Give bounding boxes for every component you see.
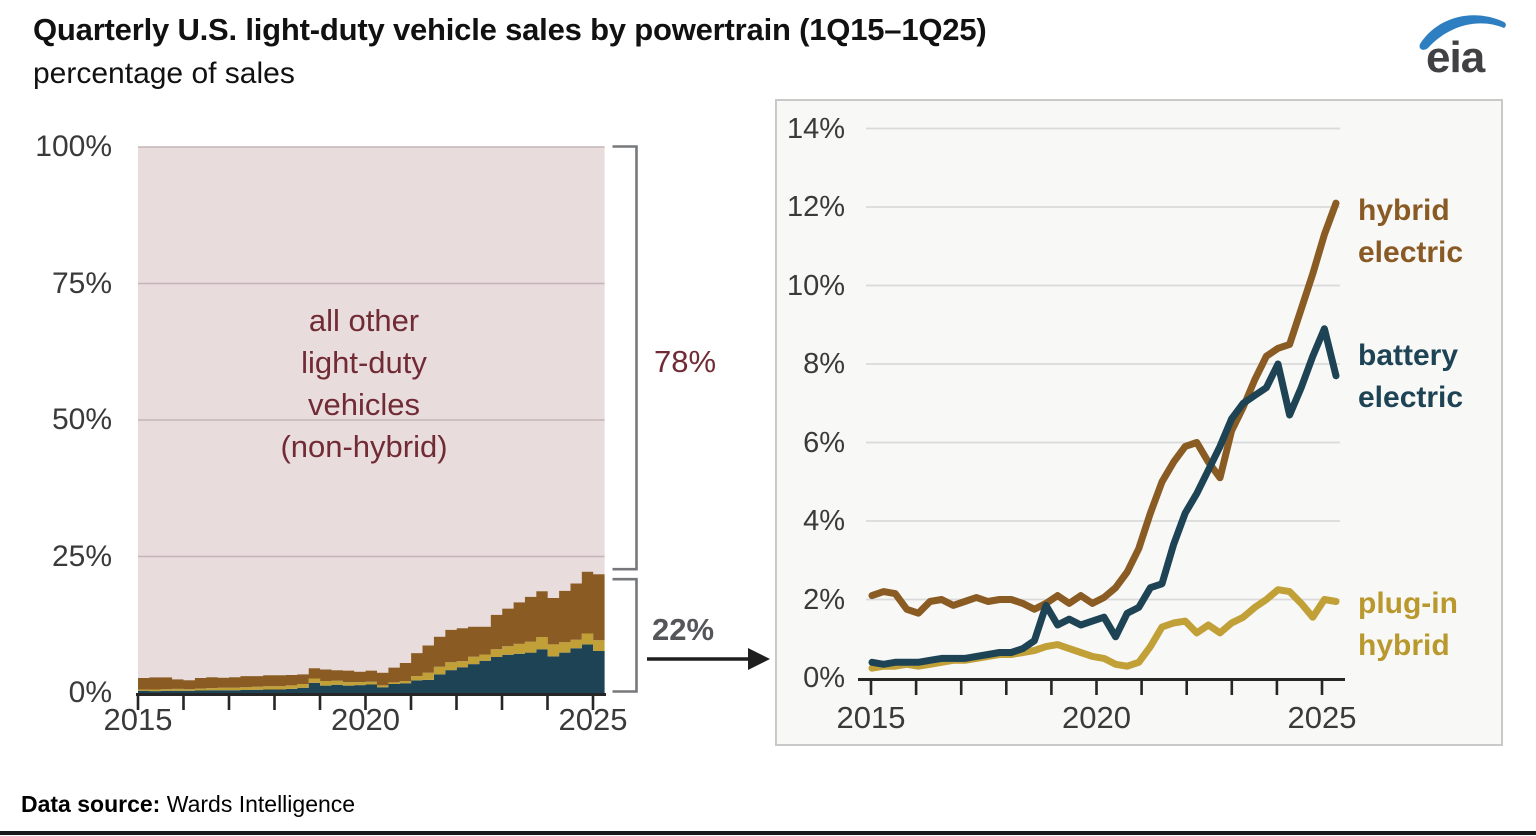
right-y-tick-label: 14% — [786, 112, 845, 145]
left-x-tick-label: 2020 — [331, 702, 400, 737]
right-line-hybrid-electric — [868, 199, 1340, 617]
page-title: Quarterly U.S. light-duty vehicle sales … — [33, 12, 987, 47]
left-area-battery-electric — [138, 644, 605, 693]
remainder-share-label: 78% — [653, 344, 717, 379]
right-y-tick-label: 0% — [803, 662, 845, 694]
legend-battery-electric: battery electric — [1358, 339, 1464, 414]
left-y-tick-label: 75% — [51, 266, 112, 300]
data-source-label: Data source: — [21, 791, 161, 817]
left-chart-remainder-label: all other light-duty vehicles (non-hybri… — [280, 303, 448, 464]
left-x-tick-label: 2025 — [558, 702, 628, 737]
left-x-tick-label: 2015 — [103, 702, 173, 737]
right-y-tick-label: 12% — [786, 191, 845, 223]
right-y-tick-label: 10% — [786, 269, 845, 302]
eia-logo-text: eia — [1426, 33, 1486, 80]
left-y-tick-label: 0% — [68, 676, 112, 709]
left-y-tick-label: 100% — [35, 130, 112, 163]
data-source-value: Wards Intelligence — [160, 791, 356, 817]
legend-plug-in-hybrid: plug-in hybrid — [1358, 587, 1458, 662]
right-y-tick-label: 8% — [803, 348, 845, 380]
right-x-tick-label: 2025 — [1287, 700, 1357, 735]
bracket-78 — [612, 145, 638, 571]
page-subtitle: percentage of sales — [33, 57, 295, 90]
electrified-share-label: 22% — [651, 612, 715, 647]
right-x-tick-label: 2015 — [836, 700, 906, 735]
right-y-tick-label: 6% — [803, 426, 845, 459]
data-source: Data source: Wards Intelligence — [21, 791, 355, 818]
eia-logo-swoosh — [1419, 15, 1506, 50]
right-y-tick-label: 2% — [803, 583, 845, 616]
bracket-22 — [612, 577, 638, 693]
bottom-rule — [0, 831, 1536, 835]
left-area-all-other — [138, 147, 605, 681]
left-y-tick-label: 50% — [51, 403, 112, 436]
legend-hybrid-electric: hybrid electric — [1358, 194, 1464, 269]
arrow-head-icon — [748, 648, 770, 670]
right-x-tick-label: 2020 — [1062, 700, 1131, 735]
right-line-battery-electric — [868, 325, 1340, 668]
right-y-tick-label: 4% — [803, 505, 845, 537]
eia-logo: eia — [1419, 15, 1506, 80]
left-y-tick-label: 25% — [51, 539, 112, 573]
left-area-hybrid-electric — [138, 571, 605, 690]
